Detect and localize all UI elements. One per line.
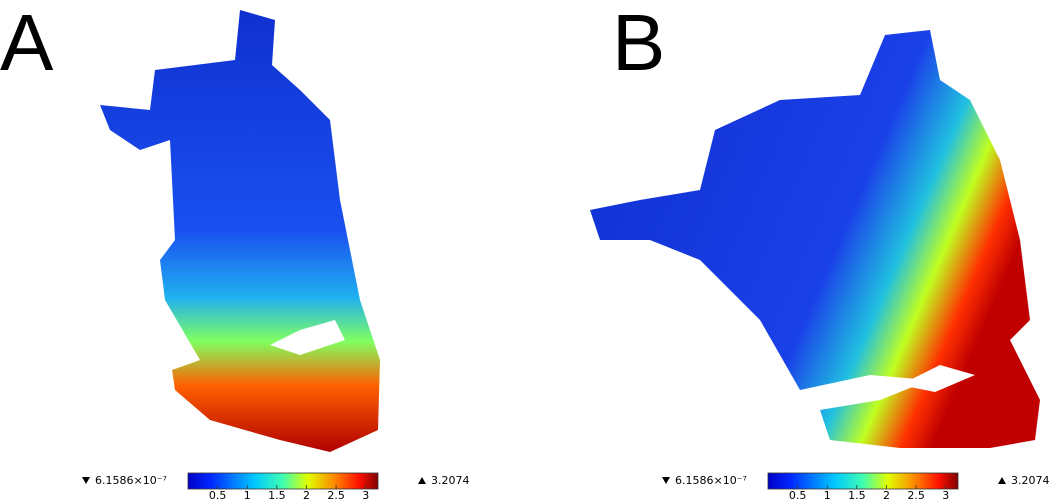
render-a	[100, 10, 380, 452]
tick-label: 2.5	[327, 489, 345, 500]
tick-label: 1.5	[268, 489, 286, 500]
colorbar-max-label: 3.2074	[1011, 474, 1050, 487]
tick-label: 0.5	[789, 489, 807, 500]
tick-label: 1	[244, 489, 251, 500]
colorbar	[187, 472, 379, 490]
tick-label: 1	[824, 489, 831, 500]
render-b	[590, 30, 1040, 448]
colorbar-max-label: 3.2074	[431, 474, 470, 487]
tick-label: 1.5	[848, 489, 866, 500]
panel-label: A	[0, 0, 54, 87]
colorbar-min-label: 6.1586×10⁻⁷	[95, 474, 167, 487]
colorbar-min-label: 6.1586×10⁻⁷	[675, 474, 747, 487]
colorbar	[767, 472, 959, 490]
max-marker	[418, 477, 426, 484]
tick-label: 2	[303, 489, 310, 500]
min-marker	[662, 477, 670, 484]
panel-label: B	[612, 0, 665, 87]
tick-label: 2	[883, 489, 890, 500]
tick-label: 3	[362, 489, 369, 500]
min-marker	[82, 477, 90, 484]
max-marker	[998, 477, 1006, 484]
tick-label: 2.5	[907, 489, 925, 500]
tick-label: 0.5	[209, 489, 227, 500]
tick-label: 3	[942, 489, 949, 500]
